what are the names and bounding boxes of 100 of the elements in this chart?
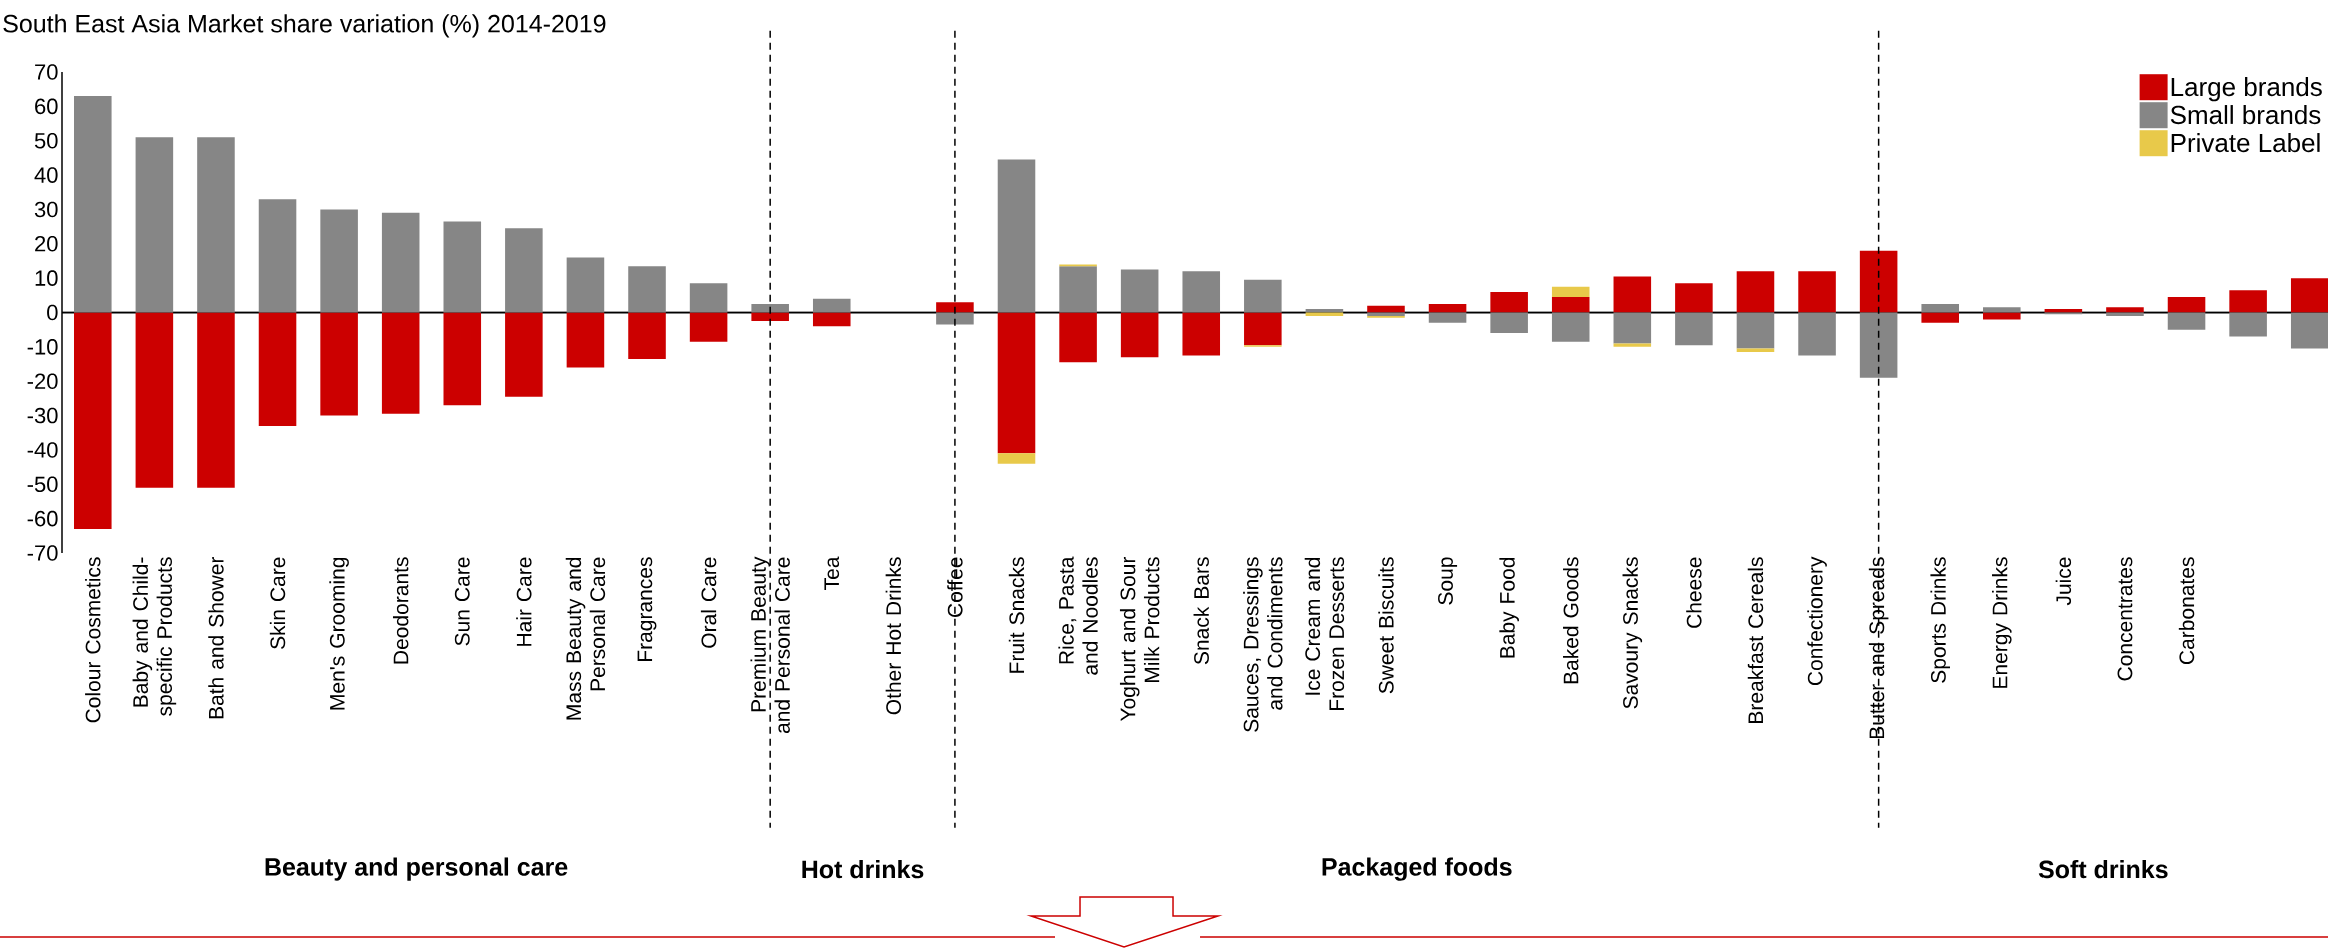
bar bbox=[135, 312, 174, 488]
bar bbox=[936, 302, 974, 313]
bar bbox=[2290, 312, 2328, 349]
y-tick-label: 40 bbox=[34, 167, 58, 183]
x-tick-label: Fruit Snacks bbox=[1008, 557, 1025, 673]
bar bbox=[628, 266, 666, 313]
x-tick-label: Skin Care bbox=[269, 557, 286, 649]
y-tick-label: 50 bbox=[34, 132, 58, 149]
x-tick-label: Oral Care bbox=[700, 557, 717, 648]
bar bbox=[1675, 312, 1713, 346]
bar bbox=[1613, 343, 1652, 347]
bar bbox=[1244, 312, 1282, 346]
legend-label: Large brands bbox=[2171, 77, 2322, 102]
bar bbox=[1613, 276, 1652, 313]
text: Hot drinks bbox=[802, 859, 924, 879]
bar bbox=[1490, 312, 1528, 334]
bar bbox=[2167, 312, 2206, 330]
bar bbox=[1613, 312, 1652, 344]
x-tick-label: Confectionery bbox=[1807, 556, 1827, 686]
x-tick-label: Baby and Child-specific Products bbox=[132, 557, 177, 716]
legend-label: Private Label bbox=[2171, 133, 2320, 153]
bar bbox=[1182, 271, 1221, 313]
bar bbox=[197, 137, 235, 313]
bar bbox=[1983, 307, 2021, 313]
x-tick-label: Rice, Pasta and Noodles bbox=[1058, 556, 1098, 675]
bar bbox=[1736, 312, 1775, 349]
bar bbox=[1244, 279, 1282, 313]
bar bbox=[443, 312, 482, 406]
bar bbox=[812, 312, 851, 327]
bar bbox=[1859, 312, 1898, 378]
x-tick-label: Colour Cosmetics bbox=[85, 557, 101, 723]
bar bbox=[258, 199, 297, 313]
y-tick-label: -20 bbox=[27, 373, 58, 390]
bar bbox=[1921, 303, 1959, 313]
bar bbox=[1120, 312, 1159, 358]
x-tick-label: Mass Beauty and Personal Care bbox=[565, 557, 606, 720]
bar bbox=[566, 312, 605, 368]
bar bbox=[320, 312, 358, 416]
bar bbox=[505, 312, 543, 397]
bar bbox=[997, 453, 1036, 464]
y-tick-label: -40 bbox=[27, 442, 58, 458]
x-tick-label: Soup bbox=[1438, 557, 1458, 605]
chart-title: South East Asia Market share variation (%) 2014-2019 bbox=[3, 14, 606, 38]
y-tick-label: -10 bbox=[27, 339, 58, 355]
bar bbox=[2229, 312, 2267, 337]
bar bbox=[1367, 305, 1405, 313]
y-tick-label: 70 bbox=[35, 64, 58, 80]
bar bbox=[566, 257, 605, 313]
bar bbox=[1059, 312, 1097, 363]
x-tick-label: Bath and Shower bbox=[208, 556, 224, 719]
bar bbox=[1921, 312, 1959, 323]
y-tick-label: -50 bbox=[27, 476, 58, 493]
y-tick-label: 60 bbox=[35, 98, 58, 115]
x-tick-label: Energy Drinks bbox=[1992, 557, 2012, 688]
bar bbox=[381, 212, 420, 313]
bar bbox=[197, 312, 235, 488]
y-tick-label: -30 bbox=[27, 407, 58, 424]
x-tick-label: Sweet Biscuits bbox=[1378, 557, 1394, 694]
bar bbox=[2229, 290, 2267, 313]
bar bbox=[1551, 312, 1590, 342]
x-tick-label: Cheese bbox=[1686, 557, 1702, 628]
text: Beauty and personal care bbox=[265, 857, 568, 881]
bar bbox=[320, 209, 358, 313]
y-tick-label: 20 bbox=[35, 236, 58, 252]
bar bbox=[689, 283, 728, 313]
bar bbox=[751, 303, 789, 313]
bar bbox=[628, 312, 666, 359]
bar bbox=[1798, 271, 1836, 313]
x-tick-label: Deodorants bbox=[392, 557, 409, 664]
bar bbox=[1490, 291, 1528, 313]
bar bbox=[1428, 312, 1467, 323]
bar bbox=[997, 312, 1036, 454]
x-tick-label: Baby Food bbox=[1499, 557, 1519, 658]
bar bbox=[1798, 312, 1836, 356]
bar bbox=[1551, 297, 1590, 313]
bar bbox=[505, 228, 543, 313]
bar bbox=[1428, 303, 1467, 313]
x-tick-label: Juice bbox=[2055, 557, 2072, 606]
legend-label: Small brands bbox=[2170, 105, 2321, 125]
x-tick-label: Tea bbox=[824, 556, 840, 590]
x-tick-label: Coffee bbox=[947, 557, 963, 617]
x-tick-label: Baked Goods bbox=[1563, 557, 1579, 684]
bar bbox=[1675, 283, 1713, 313]
y-tick-label: 0 bbox=[47, 304, 58, 321]
bar bbox=[1059, 266, 1097, 313]
bar bbox=[74, 312, 112, 529]
bar bbox=[997, 159, 1036, 313]
bar bbox=[258, 312, 297, 426]
x-tick-label: Men's Grooming bbox=[329, 557, 349, 710]
x-tick-label: Other Hot Drinks bbox=[885, 557, 902, 715]
bar bbox=[1182, 312, 1221, 356]
y-tick-label: 10 bbox=[35, 270, 58, 286]
bar bbox=[2106, 307, 2144, 313]
bar bbox=[689, 312, 728, 342]
y-tick-label: 30 bbox=[34, 201, 58, 218]
x-tick-label: Hair Care bbox=[516, 557, 532, 646]
x-tick-label: Sauces, Dressings and Condiments bbox=[1243, 557, 1283, 732]
bar bbox=[1736, 271, 1775, 313]
x-tick-label: Concentrates bbox=[2117, 557, 2133, 681]
x-tick-label: Breakfast Cereals bbox=[1747, 557, 1764, 723]
